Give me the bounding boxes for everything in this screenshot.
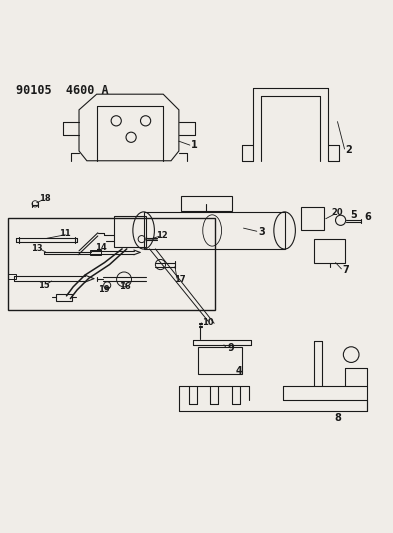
Text: 90105  4600 A: 90105 4600 A [17,84,109,98]
Text: 4: 4 [236,367,242,376]
Bar [181,196,232,211]
Text: 14: 14 [95,243,107,252]
Bar [301,207,324,230]
Text: 10: 10 [202,318,214,327]
Text: 18: 18 [39,194,50,203]
Text: 6: 6 [364,212,371,222]
Text: 15: 15 [38,281,50,290]
Text: 1: 1 [191,140,198,150]
Text: 20: 20 [332,208,343,217]
Text: 12: 12 [156,231,168,240]
Text: 17: 17 [174,276,186,284]
Text: 5: 5 [351,210,357,220]
Text: 3: 3 [258,227,265,237]
Text: 11: 11 [59,229,71,238]
Text: 2: 2 [345,145,352,155]
Text: 8: 8 [334,414,341,423]
Bar [198,347,242,374]
Text: 16: 16 [119,281,131,290]
Text: 13: 13 [31,244,43,253]
Text: 19: 19 [98,285,110,294]
Bar [143,212,285,249]
Text: 7: 7 [342,265,349,276]
Bar [314,239,345,263]
Bar [8,273,17,279]
Text: 9: 9 [227,343,234,353]
Bar [114,215,145,247]
Bar [90,250,101,255]
Bar [8,217,215,310]
Bar [55,294,72,301]
